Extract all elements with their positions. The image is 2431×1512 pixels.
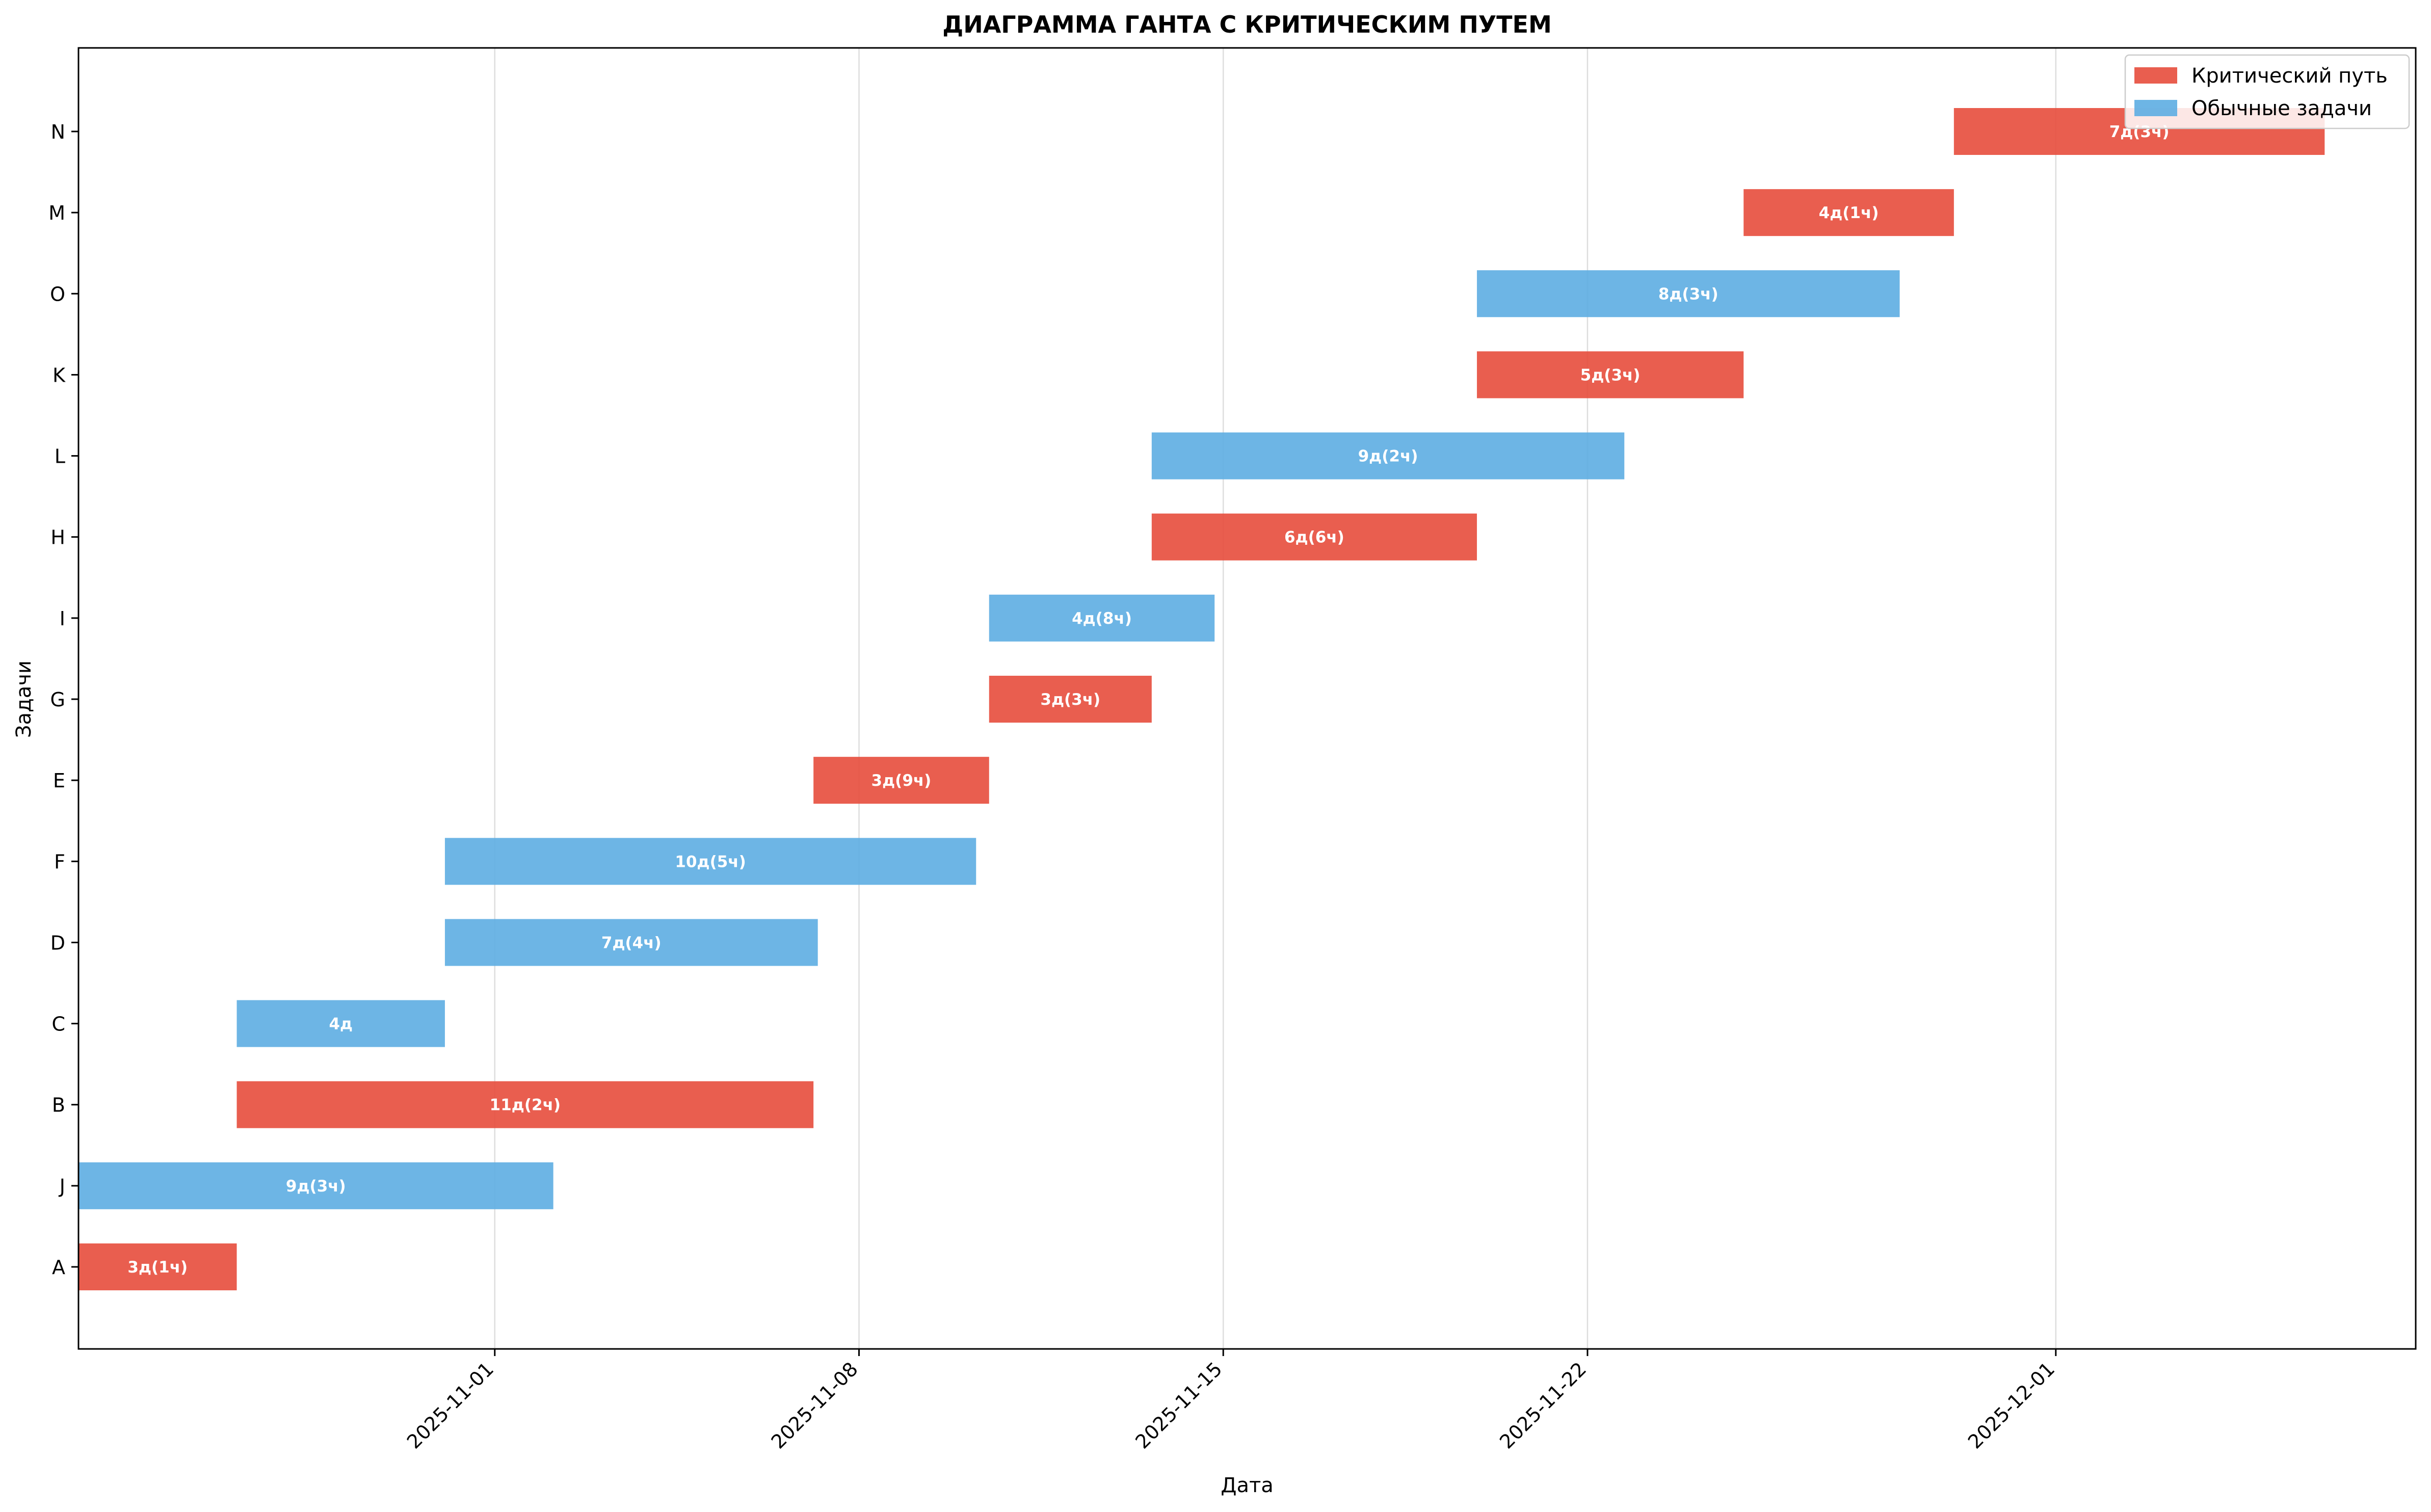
chart-title: ДИАГРАММА ГАНТА С КРИТИЧЕСКИМ ПУТЕМ bbox=[942, 11, 1552, 38]
task-bar-I bbox=[989, 594, 1215, 642]
y-tick-label: H bbox=[50, 526, 65, 549]
task-duration-label: 7д(4ч) bbox=[601, 934, 662, 952]
task-duration-label: 10д(5ч) bbox=[675, 853, 746, 871]
axis-ticks: 2025-11-01 2025-11-08 2025-11-15 2025-11-22… bbox=[48, 121, 2059, 1453]
y-tick-label: C bbox=[51, 1013, 65, 1036]
plot-frame bbox=[77, 47, 2417, 1350]
task-duration-label: 3д(1ч) bbox=[127, 1258, 188, 1277]
y-axis-label: Задачи bbox=[12, 660, 36, 738]
task-duration-label: 4д bbox=[329, 1015, 353, 1033]
task-duration-label: 4д(8ч) bbox=[1072, 609, 1132, 628]
y-tick-label: I bbox=[60, 607, 65, 630]
y-tick-label: O bbox=[50, 283, 65, 305]
task-duration-label: 11д(2ч) bbox=[490, 1096, 561, 1115]
x-tick-label: 2025-11-15 bbox=[1131, 1358, 1226, 1453]
task-bar-A bbox=[78, 1243, 237, 1290]
task-bars: 3д(1ч) 9д(3ч) 11д(2ч) 4д 7д(4ч) 10д(5ч) 3д(9ч)… bbox=[78, 108, 2325, 1290]
grid-lines bbox=[494, 48, 2057, 1349]
y-tick-label: F bbox=[54, 851, 65, 873]
x-tick-label: 2025-12-01 bbox=[1964, 1358, 2059, 1453]
task-bar-F bbox=[444, 838, 976, 885]
task-bar-C bbox=[236, 1000, 445, 1047]
task-duration-label: 8д(3ч) bbox=[1658, 285, 1719, 303]
y-tick-label: M bbox=[48, 202, 65, 224]
y-tick-label: D bbox=[50, 932, 65, 954]
legend-swatch-normal bbox=[2134, 100, 2177, 116]
task-bar-K bbox=[1476, 351, 1744, 399]
legend-label-critical: Критический путь bbox=[2191, 64, 2388, 88]
x-tick-label: 2025-11-08 bbox=[767, 1358, 862, 1453]
task-bar-J bbox=[78, 1162, 553, 1209]
x-axis-label: Дата bbox=[1221, 1474, 1274, 1497]
task-duration-label: 3д(3ч) bbox=[1040, 691, 1100, 709]
y-tick-label: B bbox=[52, 1094, 65, 1117]
task-bar-D bbox=[444, 919, 818, 966]
task-bar-E bbox=[813, 757, 989, 804]
y-tick-label: E bbox=[53, 770, 65, 792]
task-bar-B bbox=[236, 1081, 814, 1128]
task-duration-label: 3д(9ч) bbox=[871, 772, 932, 790]
task-bar-H bbox=[1151, 513, 1477, 561]
y-tick-label: L bbox=[55, 445, 65, 468]
task-bar-O bbox=[1476, 270, 1900, 317]
task-duration-label: 9д(2ч) bbox=[1358, 447, 1418, 466]
task-duration-label: 4д(1ч) bbox=[1819, 204, 1879, 222]
y-tick-label: G bbox=[50, 688, 65, 711]
legend-label-normal: Обычные задачи bbox=[2191, 97, 2372, 120]
task-duration-label: 9д(3ч) bbox=[286, 1177, 346, 1196]
x-tick-label: 2025-11-22 bbox=[1495, 1358, 1591, 1453]
task-duration-label: 6д(6ч) bbox=[1284, 528, 1344, 547]
legend-box bbox=[2124, 54, 2410, 129]
y-tick-label: K bbox=[52, 364, 66, 386]
legend: Критический путь Обычные задачи bbox=[2124, 54, 2410, 129]
task-bar-L bbox=[1151, 432, 1625, 480]
y-tick-label: N bbox=[51, 121, 65, 143]
task-bar-G bbox=[989, 676, 1152, 723]
task-duration-label: 5д(3ч) bbox=[1580, 366, 1641, 384]
y-tick-label: J bbox=[59, 1175, 65, 1198]
legend-swatch-critical bbox=[2134, 67, 2177, 84]
task-bar-M bbox=[1743, 189, 1954, 236]
x-tick-label: 2025-11-01 bbox=[403, 1358, 498, 1453]
y-tick-label: A bbox=[52, 1256, 65, 1279]
